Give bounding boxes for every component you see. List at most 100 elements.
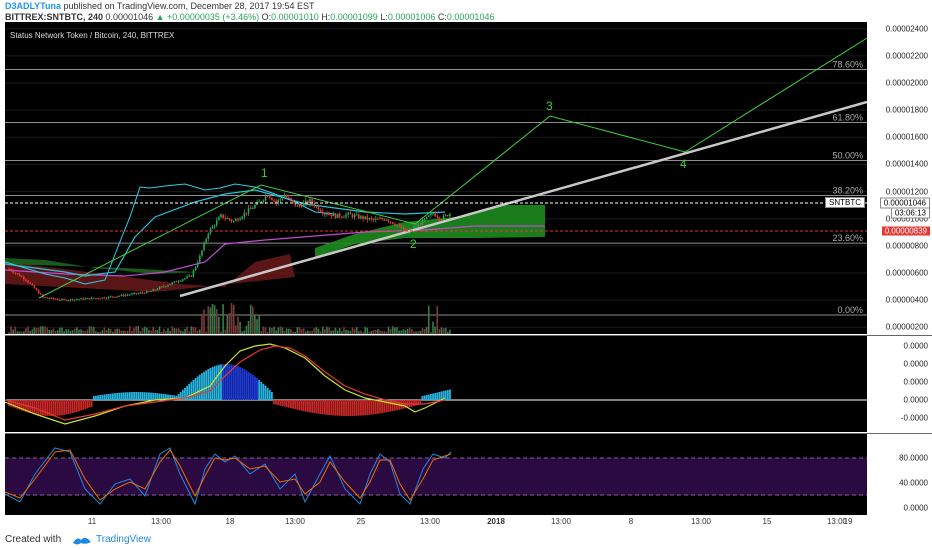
macd-hist-bar (171, 395, 174, 400)
chikou-line (5, 183, 336, 285)
volume-bar (175, 328, 178, 334)
stoch-axis[interactable]: 80.0000 40.0000 0.0000 (868, 434, 932, 515)
fib-retracement[interactable]: 78.60% 61.80% 50.00% 38.20% 23.60% 0.00% (5, 59, 867, 316)
candle-body (131, 293, 133, 295)
macd-hist-bar (198, 374, 201, 400)
candle-body (237, 219, 239, 221)
trend-line[interactable] (179, 100, 867, 298)
time-tick: 2018 (487, 517, 505, 526)
candle-body (330, 214, 333, 217)
macd-hist-bar (103, 394, 106, 400)
macd-hist-bar (48, 400, 51, 416)
macd-hist-bar (444, 390, 447, 400)
macd-hist-bar (351, 400, 354, 416)
volume-bars (8, 303, 451, 334)
volume-bar (220, 331, 222, 334)
macd-hist-bar (266, 387, 269, 400)
stoch-tick: 40.0000 (899, 478, 928, 488)
candle-body (109, 296, 112, 298)
macd-hist-bar (366, 400, 369, 416)
volume-bar (419, 330, 422, 334)
volume-bar (434, 326, 436, 334)
volume-bar (232, 304, 235, 334)
candle-body (44, 297, 46, 299)
macd-hist-bar (400, 400, 403, 410)
volume-bar (330, 330, 333, 334)
macd-hist-bar (37, 400, 40, 415)
volume-bar (254, 314, 256, 334)
macd-hist-bar (370, 400, 373, 415)
candle-body (258, 201, 260, 203)
volume-bar (209, 307, 212, 334)
candle-body (169, 284, 171, 286)
candle-body (71, 299, 74, 301)
macd-hist-bar (184, 387, 186, 400)
price-axis[interactable]: 0.00002400 0.00002200 0.00002000 0.00001800… (868, 22, 932, 334)
author-name[interactable]: D3ADLYTuna (5, 1, 62, 11)
macd-hist-bar (65, 400, 68, 415)
volume-bar (300, 329, 303, 334)
stoch-pane[interactable] (5, 434, 867, 515)
wave-count-line[interactable] (38, 37, 867, 299)
volume-bar (76, 327, 78, 334)
macd-hist-bar (145, 392, 148, 400)
candle-body (372, 218, 375, 220)
macd-hist-bar (188, 383, 191, 400)
volume-bar (398, 330, 400, 334)
open-value: 0.00001010 (271, 12, 319, 22)
macd-hist-bar (383, 400, 386, 413)
volume-bar (228, 312, 231, 334)
tradingview-brand[interactable]: TradingView (96, 534, 152, 545)
macd-hist-bar (446, 390, 449, 400)
macd-axis[interactable]: 0.0000 0.0000 0.0000 0.0000 -0.0000 (868, 336, 932, 432)
volume-bar (290, 329, 292, 334)
volume-bar (10, 326, 12, 334)
volume-bar (152, 326, 154, 334)
time-tick: 13:00 (690, 517, 712, 526)
volume-bar (283, 330, 286, 334)
volume-bar (391, 326, 394, 334)
time-axis[interactable]: 11 13:00 18 13:00 25 13:00 2018 13:00 8 13:00 15 13… (5, 515, 867, 529)
volume-bar (182, 331, 184, 334)
volume-bar (59, 327, 61, 334)
volume-bar (52, 328, 55, 334)
volume-bar (112, 331, 114, 334)
macd-hist-bar (99, 395, 102, 400)
candle-body (18, 273, 21, 277)
macd-hist-bar (181, 389, 184, 400)
volume-bar (417, 331, 419, 334)
candle-body (260, 201, 263, 203)
macd-hist-bar (122, 392, 125, 400)
candle-body (321, 211, 324, 215)
candle-body (249, 208, 252, 210)
volume-bar (383, 330, 386, 334)
candle-body (80, 298, 82, 300)
price-tick: 0.00001000 (885, 214, 928, 224)
volume-bar (27, 326, 29, 334)
candle-body (148, 291, 150, 293)
macd-hist-bar (432, 393, 434, 400)
macd-hist-bar (290, 400, 292, 409)
price-chart-svg[interactable]: 78.60%61.80%50.00%38.20%23.60%0.00% 1 2 … (5, 22, 867, 334)
macd-hist-bar (347, 400, 350, 416)
volume-bar (387, 326, 390, 334)
candle-body (196, 262, 199, 267)
macd-hist-bar (429, 394, 432, 400)
macd-hist-bar (294, 400, 297, 410)
volume-bar (241, 331, 243, 334)
volume-bar (129, 326, 131, 334)
macd-hist-bar (413, 400, 415, 407)
volume-bar (307, 330, 309, 334)
macd-pane[interactable] (5, 336, 867, 432)
volume-bar (126, 330, 129, 334)
candle-body (313, 203, 316, 207)
macd-hist-bar (228, 364, 231, 400)
candle-body (292, 200, 294, 202)
candle-body (56, 299, 59, 301)
volume-bar (377, 328, 379, 334)
volume-bar (146, 327, 148, 334)
macd-hist-bar (139, 392, 142, 400)
macd-hist-bar (385, 400, 388, 413)
price-pane[interactable]: 78.60% 61.80% 50.00% 38.20% 23.60% 0.00% 1 2 … (5, 22, 867, 334)
fib-level-label: 0.00% (837, 305, 863, 315)
